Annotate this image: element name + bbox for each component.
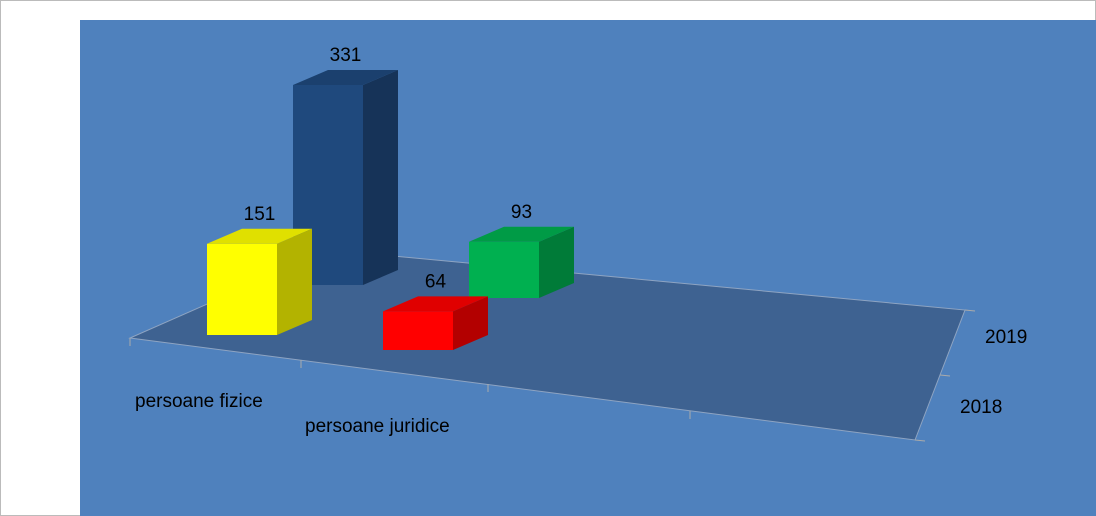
- bar-top: [293, 70, 398, 85]
- series-label: 2018: [960, 397, 1002, 418]
- axis-tick: [914, 439, 926, 442]
- bar-side: [453, 296, 488, 350]
- x-tick-label: persoane fizice: [135, 391, 263, 412]
- axis-tick: [964, 309, 976, 312]
- data-label: 64: [425, 271, 447, 292]
- x-tick-label: persoane juridice: [305, 416, 450, 437]
- axis-tick: [939, 374, 951, 377]
- bar-side: [539, 226, 574, 298]
- bar: [383, 296, 488, 350]
- data-label: 151: [244, 204, 276, 225]
- bar-top: [469, 226, 574, 242]
- bar-front: [469, 241, 539, 298]
- data-label: 331: [330, 45, 362, 66]
- bar-front: [207, 243, 277, 335]
- bar: [207, 228, 312, 335]
- bar-side: [363, 70, 398, 285]
- series-label: 2019: [985, 327, 1027, 348]
- bar-side: [277, 228, 312, 335]
- bar-front: [383, 311, 453, 350]
- data-label: 93: [511, 202, 532, 223]
- bar-top: [207, 228, 312, 244]
- bar-top: [383, 296, 488, 312]
- bar: [469, 226, 574, 298]
